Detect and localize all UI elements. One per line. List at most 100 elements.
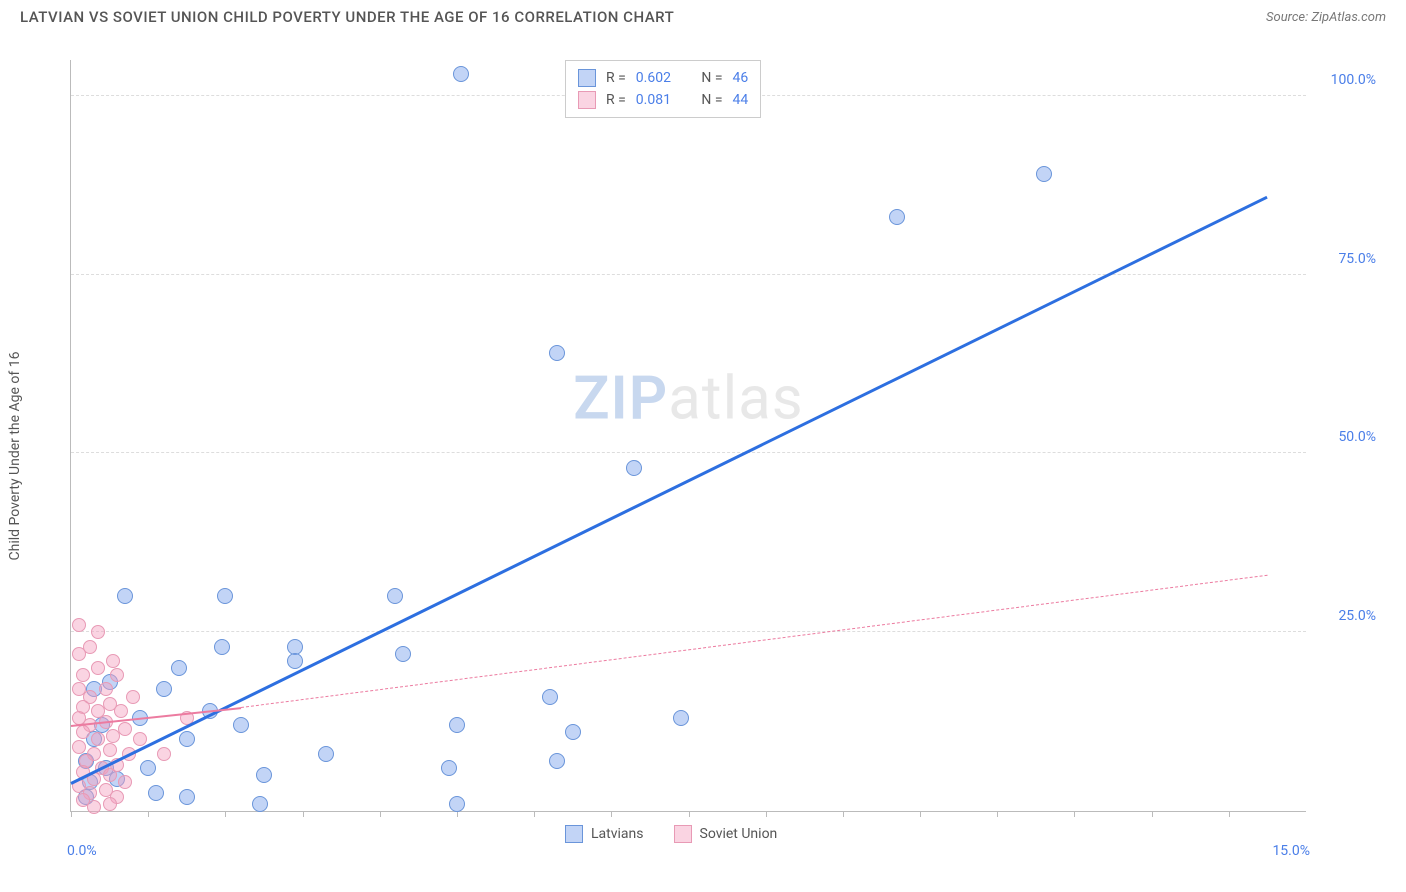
x-tick xyxy=(225,811,226,817)
source-name: ZipAtlas.com xyxy=(1311,10,1386,25)
data-point xyxy=(318,746,334,762)
trend-line xyxy=(70,196,1268,785)
y-tick-label: 25.0% xyxy=(1316,608,1376,624)
series-legend-label: Soviet Union xyxy=(700,826,778,842)
data-point xyxy=(106,654,120,668)
legend-n-value: 46 xyxy=(733,70,749,86)
x-tick xyxy=(148,811,149,817)
data-point xyxy=(217,588,233,604)
data-point xyxy=(889,209,905,225)
series-legend-item: Soviet Union xyxy=(674,825,778,843)
x-tick xyxy=(843,811,844,817)
data-point xyxy=(453,66,469,82)
data-point xyxy=(110,668,124,682)
source-prefix: Source: xyxy=(1266,10,1311,25)
data-point xyxy=(441,760,457,776)
data-point xyxy=(148,785,164,801)
data-point xyxy=(256,767,272,783)
data-point xyxy=(626,460,642,476)
x-tick xyxy=(1152,811,1153,817)
legend-swatch xyxy=(674,825,692,843)
source-attribution: Source: ZipAtlas.com xyxy=(1266,10,1386,25)
legend-n-label: N = xyxy=(701,92,722,108)
x-tick xyxy=(303,811,304,817)
y-tick-label: 75.0% xyxy=(1316,251,1376,267)
data-point xyxy=(565,724,581,740)
x-tick xyxy=(689,811,690,817)
data-point xyxy=(114,704,128,718)
scatter-plot-area: ZIPatlas R = 0.602 N = 46R = 0.081 N = 4… xyxy=(70,60,1306,812)
series-legend-item: Latvians xyxy=(565,825,644,843)
data-point xyxy=(252,796,268,812)
gridline xyxy=(71,274,1306,275)
watermark-rest: atlas xyxy=(668,362,803,433)
data-point xyxy=(91,732,105,746)
data-point xyxy=(395,646,411,662)
x-tick-label: 15.0% xyxy=(1272,843,1310,859)
legend-n-label: N = xyxy=(701,70,722,86)
data-point xyxy=(87,800,101,814)
series-legend-label: Latvians xyxy=(591,826,644,842)
y-tick-label: 50.0% xyxy=(1316,429,1376,445)
data-point xyxy=(549,345,565,361)
watermark: ZIPatlas xyxy=(573,362,804,433)
data-point xyxy=(214,639,230,655)
data-point xyxy=(72,618,86,632)
legend-row: R = 0.081 N = 44 xyxy=(578,89,748,111)
legend-row: R = 0.602 N = 46 xyxy=(578,67,748,89)
data-point xyxy=(103,768,117,782)
data-point xyxy=(91,625,105,639)
legend-swatch xyxy=(578,91,596,109)
y-tick-label: 100.0% xyxy=(1316,72,1376,88)
data-point xyxy=(449,796,465,812)
x-tick xyxy=(997,811,998,817)
legend-r-label: R = xyxy=(606,70,626,86)
x-tick xyxy=(534,811,535,817)
x-tick xyxy=(611,811,612,817)
data-point xyxy=(91,661,105,675)
x-tick-label: 0.0% xyxy=(67,843,97,859)
legend-swatch xyxy=(578,69,596,87)
data-point xyxy=(117,588,133,604)
data-point xyxy=(72,647,86,661)
correlation-legend: R = 0.602 N = 46R = 0.081 N = 44 xyxy=(565,60,761,118)
chart-title: LATVIAN VS SOVIET UNION CHILD POVERTY UN… xyxy=(20,8,674,26)
y-axis-label: Child Poverty Under the Age of 16 xyxy=(7,352,23,561)
data-point xyxy=(549,753,565,769)
data-point xyxy=(233,717,249,733)
data-point xyxy=(106,729,120,743)
gridline xyxy=(71,452,1306,453)
legend-swatch xyxy=(565,825,583,843)
data-point xyxy=(287,653,303,669)
data-point xyxy=(542,689,558,705)
gridline xyxy=(71,631,1306,632)
chart-container: Child Poverty Under the Age of 16 ZIPatl… xyxy=(20,40,1386,872)
data-point xyxy=(171,660,187,676)
x-tick xyxy=(920,811,921,817)
data-point xyxy=(1036,166,1052,182)
x-tick xyxy=(380,811,381,817)
data-point xyxy=(179,789,195,805)
x-tick xyxy=(1074,811,1075,817)
legend-r-value: 0.081 xyxy=(636,92,671,108)
legend-r-label: R = xyxy=(606,92,626,108)
data-point xyxy=(103,797,117,811)
data-point xyxy=(156,681,172,697)
data-point xyxy=(76,668,90,682)
data-point xyxy=(118,775,132,789)
data-point xyxy=(179,731,195,747)
data-point xyxy=(387,588,403,604)
data-point xyxy=(72,740,86,754)
series-legend: Latvians Soviet Union xyxy=(565,825,777,843)
x-tick xyxy=(457,811,458,817)
x-tick xyxy=(766,811,767,817)
x-tick xyxy=(71,811,72,817)
x-tick xyxy=(1229,811,1230,817)
legend-r-value: 0.602 xyxy=(636,70,671,86)
data-point xyxy=(449,717,465,733)
data-point xyxy=(76,725,90,739)
data-point xyxy=(157,747,171,761)
data-point xyxy=(99,682,113,696)
data-point xyxy=(103,743,117,757)
data-point xyxy=(140,760,156,776)
